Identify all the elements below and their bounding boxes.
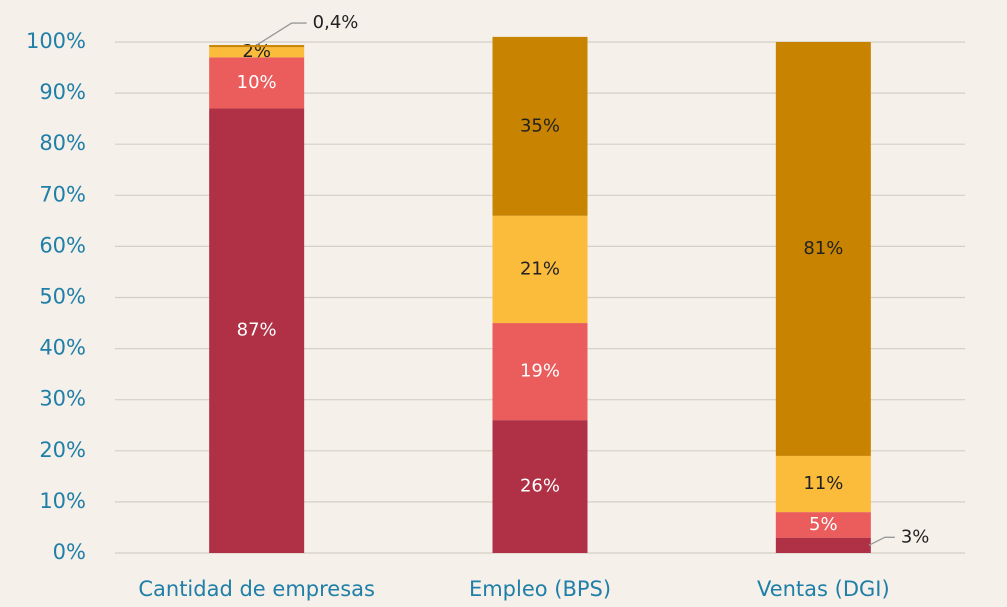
bar-segment — [775, 455, 871, 513]
leader-line — [868, 536, 895, 546]
value-label: 5% — [809, 514, 838, 535]
bar-segment — [775, 512, 871, 538]
y-tick-label: 60% — [39, 233, 86, 257]
y-tick-label: 90% — [39, 80, 86, 104]
leader-line — [256, 22, 307, 46]
x-tick-label: Empleo (BPS) — [469, 577, 611, 601]
y-tick-label: 40% — [39, 336, 86, 360]
y-tick-label: 70% — [39, 182, 86, 206]
bar-segment — [775, 42, 871, 456]
bar-segment — [492, 420, 588, 553]
bar-segment — [209, 57, 305, 109]
value-label: 35% — [520, 115, 560, 136]
value-label: 26% — [520, 476, 560, 497]
y-tick-label: 50% — [39, 285, 86, 309]
bar-segment — [775, 537, 871, 553]
bar-segment — [492, 215, 588, 324]
bar-segment — [492, 36, 588, 216]
bar-segment — [492, 323, 588, 421]
x-tick-label: Cantidad de empresas — [138, 577, 375, 601]
value-label: 21% — [520, 258, 560, 279]
y-tick-label: 30% — [39, 387, 86, 411]
value-label: 87% — [237, 320, 277, 341]
bar-segment — [209, 108, 305, 554]
y-tick-label: 0% — [53, 540, 86, 564]
bar-segment — [209, 47, 305, 58]
value-label: 81% — [803, 238, 843, 259]
y-tick-label: 80% — [39, 131, 86, 155]
y-tick-label: 10% — [39, 489, 86, 513]
bar-segment — [209, 45, 305, 48]
x-tick-label: Ventas (DGI) — [757, 577, 890, 601]
y-tick-label: 20% — [39, 438, 86, 462]
value-label: 19% — [520, 361, 560, 382]
value-label: 3% — [901, 526, 930, 547]
y-tick-label: 100% — [26, 29, 86, 53]
value-label: 10% — [237, 72, 277, 93]
value-label: 0,4% — [313, 12, 359, 33]
value-label: 11% — [803, 473, 843, 494]
